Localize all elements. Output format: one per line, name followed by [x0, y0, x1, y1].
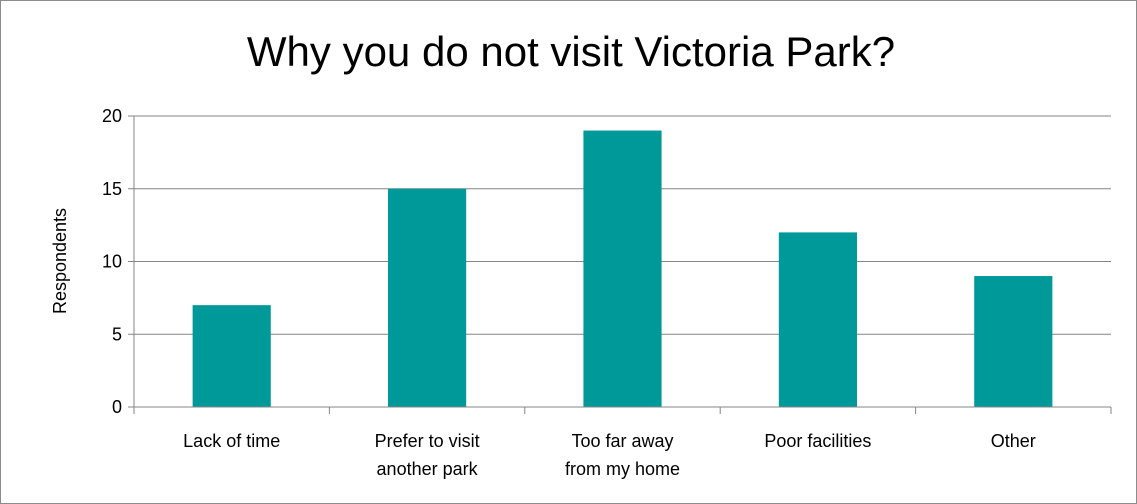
x-category-label-line: Prefer to visit [375, 431, 480, 451]
bar [192, 305, 271, 407]
x-category-label-line: Too far away [571, 431, 673, 451]
x-category-label: Too far away from my home [565, 431, 680, 479]
y-tick-label: 10 [102, 252, 122, 272]
x-category-label: Other [991, 431, 1036, 451]
y-tick-label: 0 [112, 397, 122, 417]
axes [128, 115, 1112, 414]
y-tick-labels: 0 5 10 15 20 [102, 106, 122, 417]
bars [192, 130, 1053, 408]
chart-title: Why you do not visit Victoria Park? [247, 28, 895, 75]
x-category-label: Poor facilities [764, 431, 871, 451]
x-category-label-line: Poor facilities [764, 431, 871, 451]
x-category-label: Lack of time [183, 431, 280, 451]
bar [583, 130, 662, 408]
x-category-label-line: Other [991, 431, 1036, 451]
x-category-label: Prefer to visit another park [375, 431, 480, 479]
bar [778, 232, 857, 407]
x-category-label-line: another park [377, 459, 479, 479]
x-category-labels: Lack of time Prefer to visit another park T… [183, 431, 1036, 479]
y-tick-label: 15 [102, 179, 122, 199]
x-category-label-line: from my home [565, 459, 680, 479]
y-tick-label: 5 [112, 324, 122, 344]
y-axis-title: Respondents [50, 208, 70, 314]
y-tick-label: 20 [102, 106, 122, 126]
bar [974, 276, 1053, 407]
bar [388, 188, 467, 407]
x-category-label-line: Lack of time [183, 431, 280, 451]
